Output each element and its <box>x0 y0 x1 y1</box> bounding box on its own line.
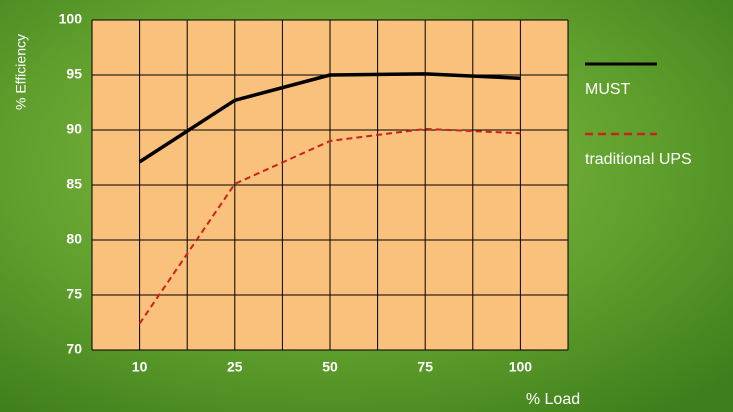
x-tick-label: 25 <box>227 359 243 375</box>
y-tick-label: 100 <box>59 11 83 27</box>
y-tick-label: 70 <box>66 341 82 357</box>
x-tick-label: 75 <box>417 359 433 375</box>
x-axis-title: % Load <box>526 391 580 408</box>
y-tick-label: 80 <box>66 231 82 247</box>
legend-label: traditional UPS <box>585 151 692 168</box>
y-tick-label: 95 <box>66 66 82 82</box>
legend-label: MUST <box>585 81 631 98</box>
x-tick-label: 100 <box>509 359 533 375</box>
y-axis-title: % Efficiency <box>13 34 29 110</box>
chart: % Efficiency % Load 70 75 80 85 90 95 100 10 25 5… <box>0 0 733 412</box>
x-tick-label: 10 <box>132 359 148 375</box>
x-tick-label: 50 <box>322 359 338 375</box>
y-tick-label: 85 <box>66 176 82 192</box>
y-tick-label: 90 <box>66 121 82 137</box>
y-tick-label: 75 <box>66 286 82 302</box>
